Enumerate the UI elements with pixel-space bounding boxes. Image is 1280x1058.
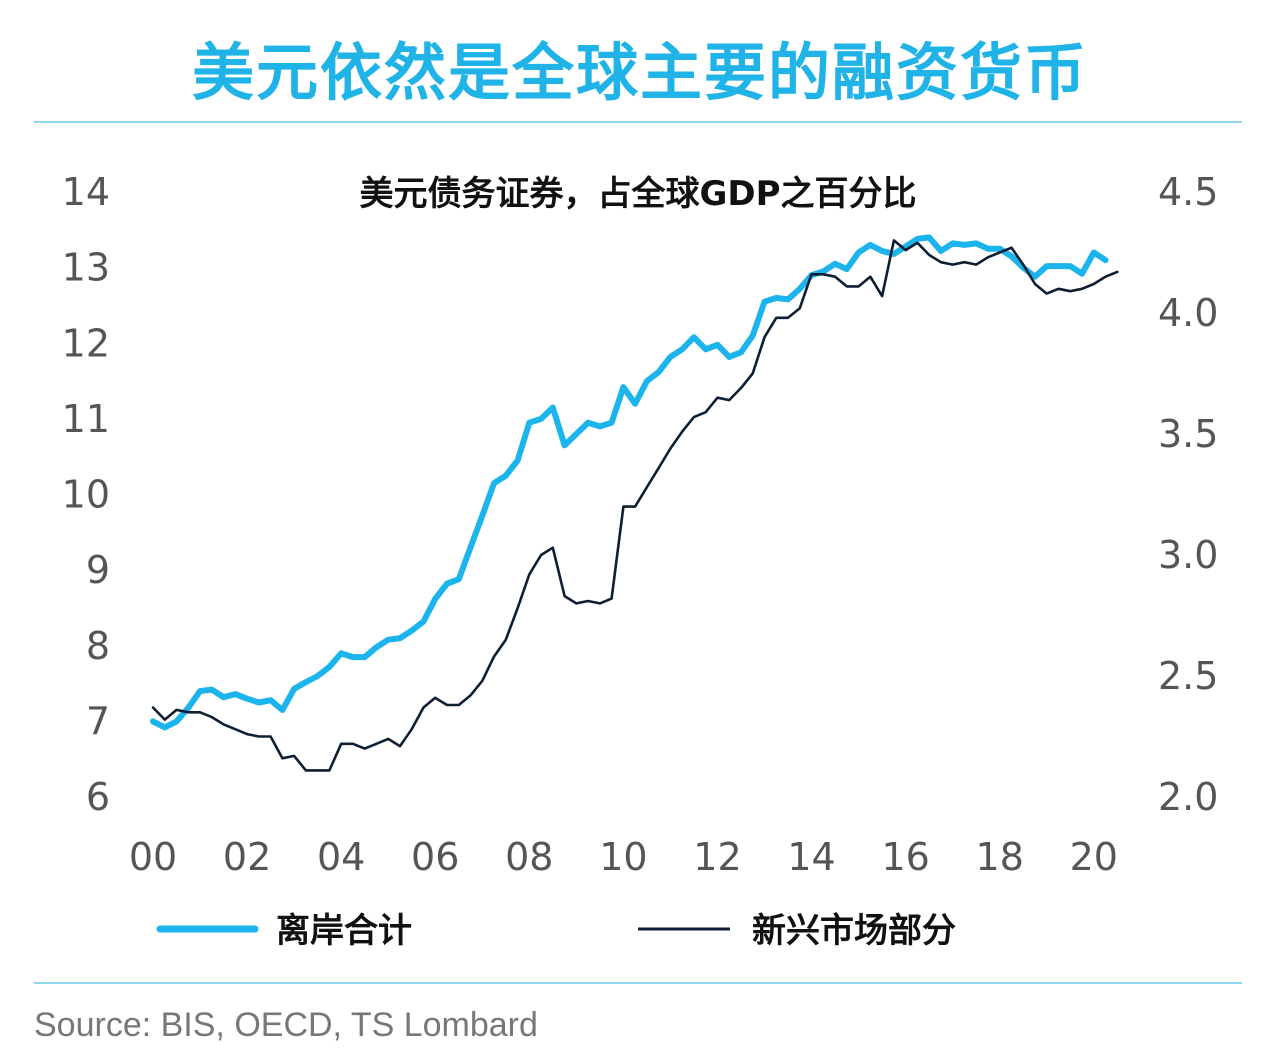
y-right-tick-label: 4.5: [1158, 170, 1218, 214]
x-tick-label: 10: [599, 835, 647, 879]
line-chart: 美元债务证券，占全球GDP之百分比 6 7 8 9 10 11 12 13 14 2.0 2.5 3…: [62, 170, 1219, 951]
y-left-tick-label: 8: [86, 624, 110, 668]
y-right-tick-label: 2.5: [1158, 654, 1218, 698]
y-right-tick-label: 3.0: [1158, 533, 1218, 577]
y-left-tick-label: 13: [62, 246, 110, 290]
y-axis-left: 6 7 8 9 10 11 12 13 14: [62, 170, 110, 819]
source-note: Source: BIS, OECD, TS Lombard: [34, 1006, 538, 1044]
y-left-tick-label: 6: [86, 775, 110, 819]
y-left-tick-label: 10: [62, 473, 110, 517]
x-tick-label: 04: [317, 835, 365, 879]
top-divider: [34, 121, 1242, 123]
legend-label-emerging: 新兴市场部分: [752, 911, 956, 951]
series-line-offshore: [150, 234, 1109, 731]
chart-headline: 美元依然是全球主要的融资货币: [191, 36, 1088, 109]
x-tick-label: 16: [881, 835, 929, 879]
legend-label-offshore: 离岸合计: [276, 911, 412, 951]
y-left-tick-label: 7: [86, 699, 110, 743]
y-left-tick-label: 11: [62, 397, 110, 441]
x-tick-label: 08: [505, 835, 553, 879]
series-layer: [150, 234, 1119, 772]
legend: 离岸合计 新兴市场部分: [156, 911, 956, 951]
x-tick-label: 20: [1070, 835, 1118, 879]
x-tick-label: 00: [129, 835, 177, 879]
y-left-tick-label: 9: [86, 548, 110, 592]
x-tick-label: 18: [976, 835, 1024, 879]
y-left-tick-label: 14: [62, 170, 110, 214]
y-right-tick-label: 2.0: [1158, 775, 1218, 819]
x-tick-label: 02: [223, 835, 271, 879]
series-line-emerging: [151, 239, 1119, 772]
bottom-divider: [34, 982, 1242, 984]
y-right-tick-label: 3.5: [1158, 412, 1218, 456]
x-axis: 00 02 04 06 08 10 12 14 16 18 20: [129, 835, 1118, 879]
x-tick-label: 14: [787, 835, 835, 879]
chart-title: 美元债务证券，占全球GDP之百分比: [359, 174, 916, 214]
y-axis-right: 2.0 2.5 3.0 3.5 4.0 4.5: [1158, 170, 1218, 819]
y-left-tick-label: 12: [62, 321, 110, 365]
x-tick-label: 12: [693, 835, 741, 879]
y-right-tick-label: 4.0: [1158, 291, 1218, 335]
x-tick-label: 06: [411, 835, 459, 879]
